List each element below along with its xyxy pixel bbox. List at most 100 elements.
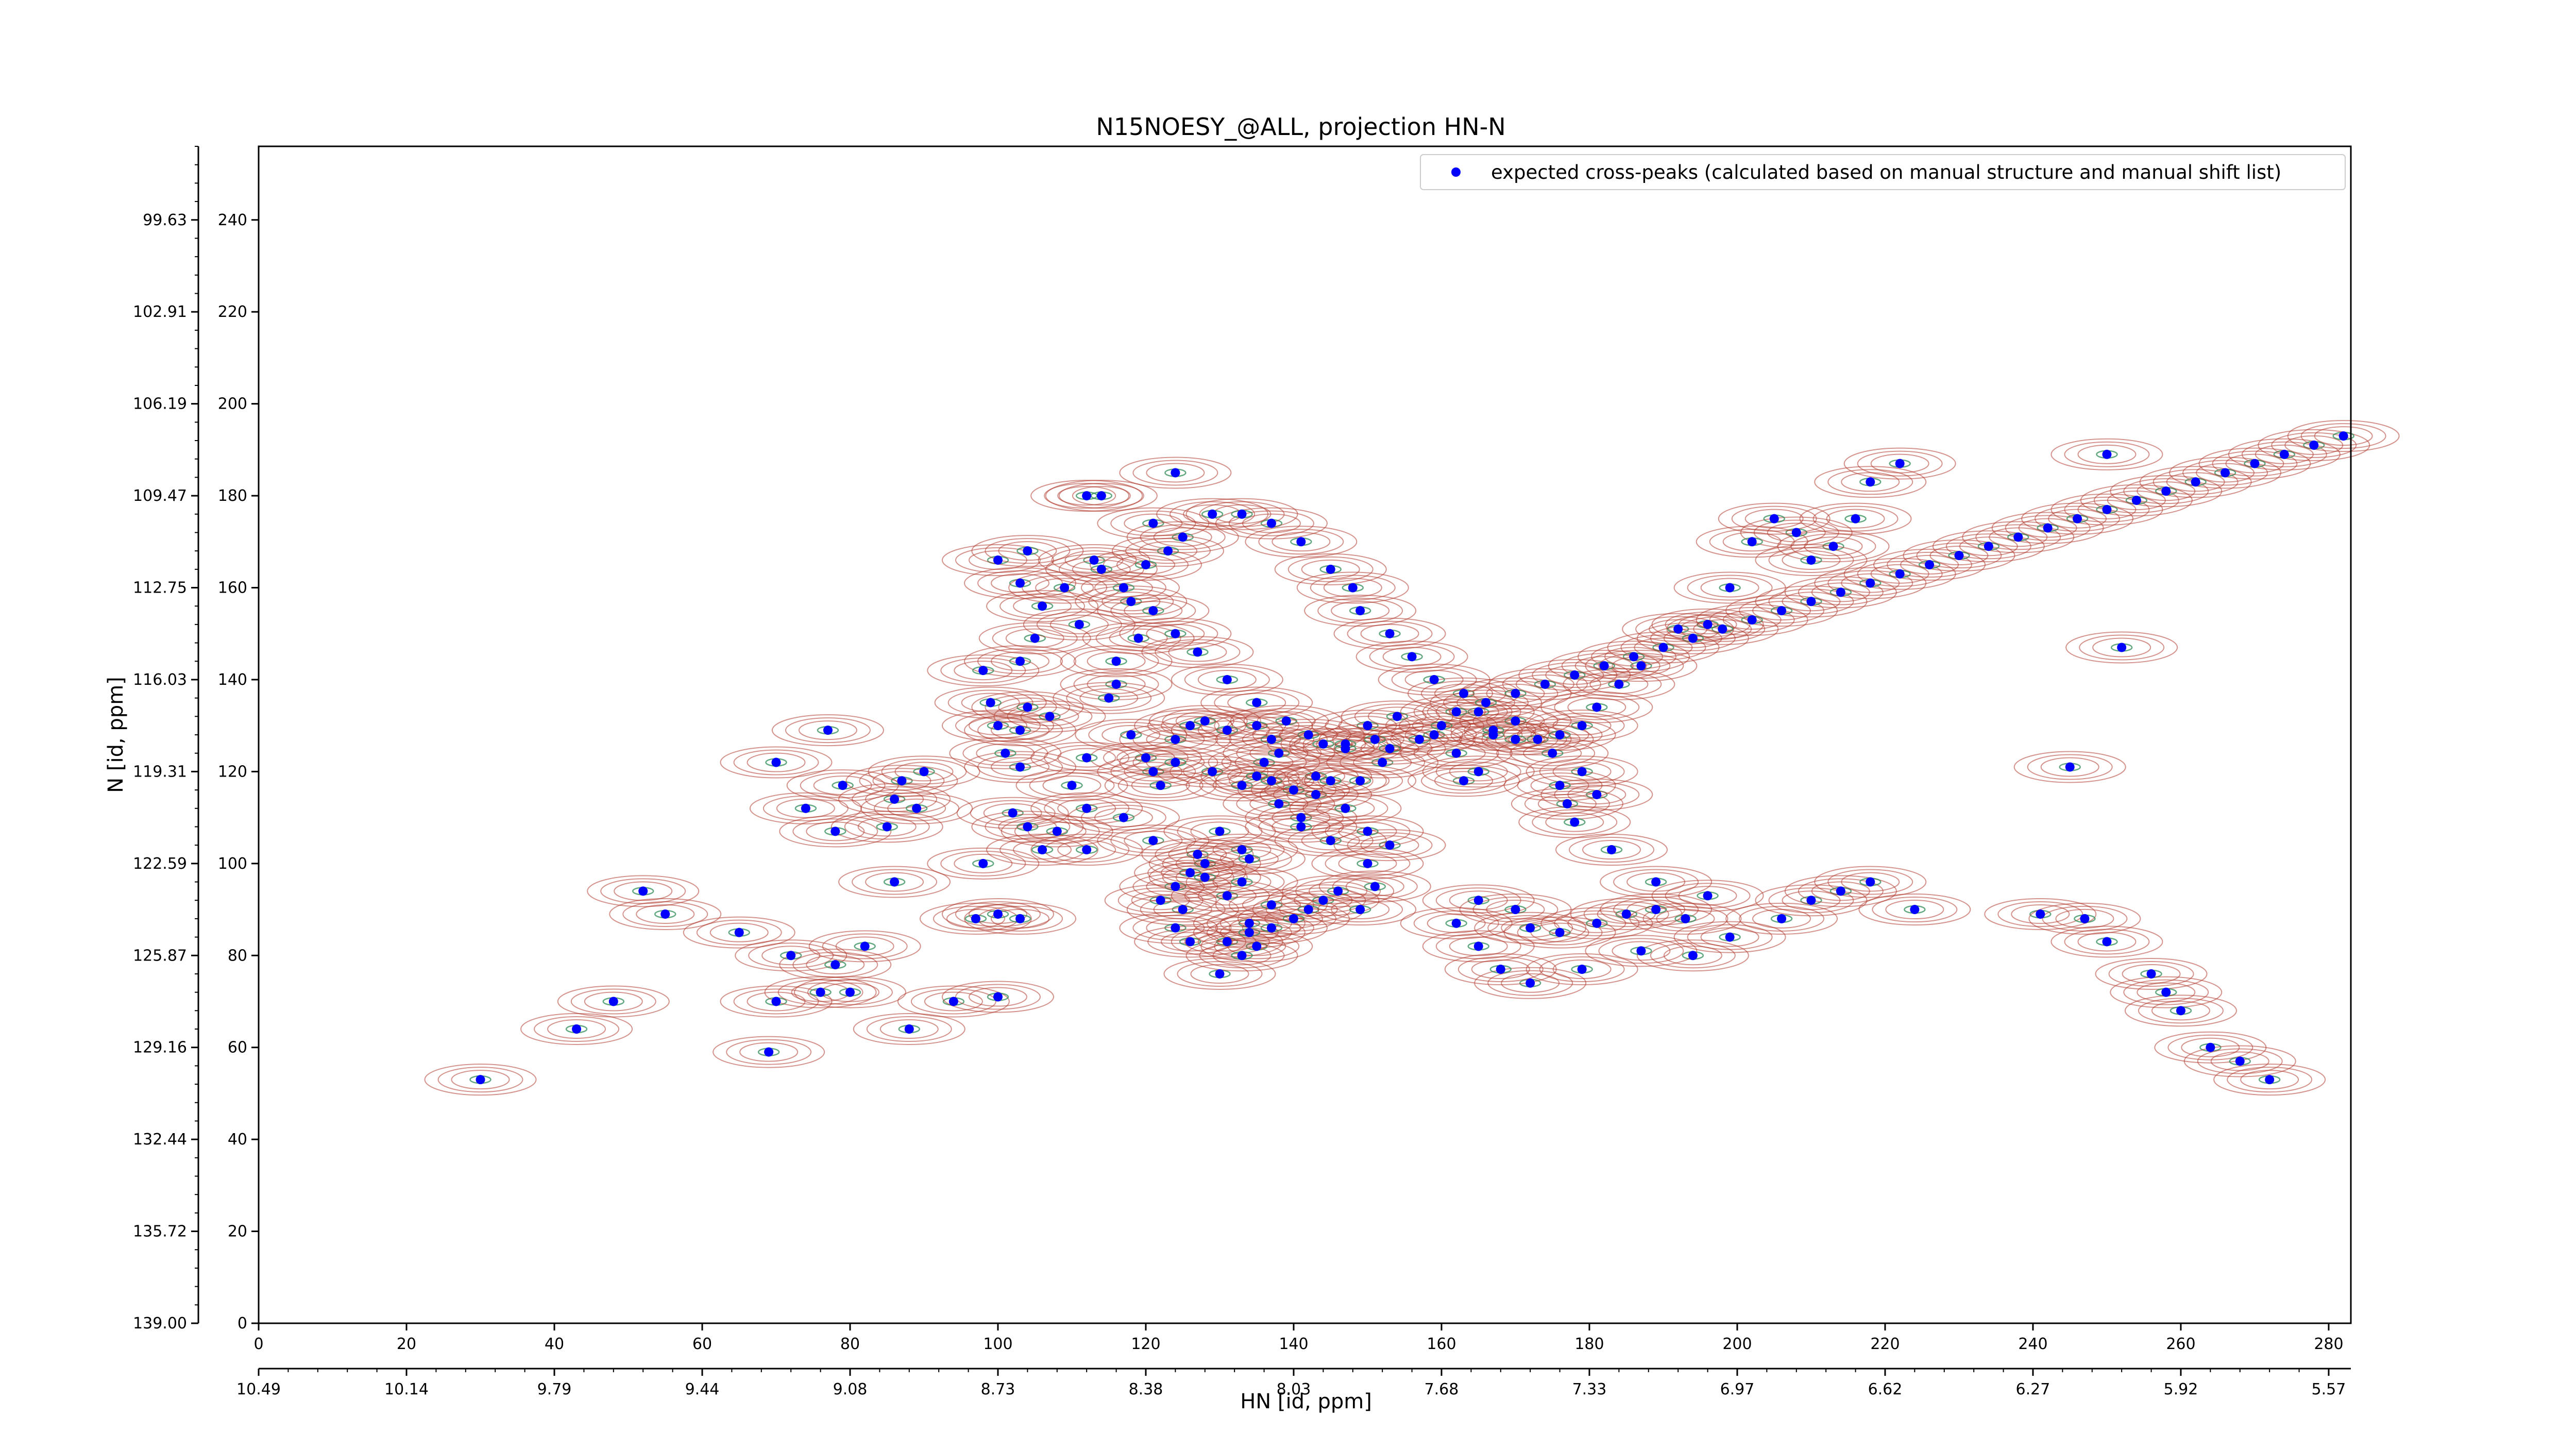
cross-peak-point — [1341, 739, 1350, 749]
y-index-tick-label: 40 — [228, 1131, 247, 1149]
contour-ring — [793, 976, 906, 1008]
contour-ring — [1696, 603, 1808, 636]
contour-ring — [1146, 752, 1205, 772]
contour-ring — [941, 981, 1054, 1013]
cross-peak-point — [1289, 785, 1298, 795]
contour-ring — [1139, 541, 1198, 561]
contour-ring — [985, 814, 1071, 840]
cross-peak-point — [1895, 569, 1905, 579]
contour-ring — [1612, 941, 1671, 961]
contour-ring — [940, 850, 1026, 877]
cross-peak-point — [1592, 789, 1602, 799]
contour-ring — [808, 930, 921, 963]
contour-ring — [964, 902, 1077, 935]
cross-peak-point — [2206, 1042, 2215, 1052]
contour-ring — [2050, 438, 2163, 470]
contour-ring — [852, 786, 938, 812]
contour-ring — [1435, 759, 1521, 785]
y-index-tick-label: 240 — [218, 211, 247, 229]
cross-peak-point — [1156, 896, 1165, 905]
y-index-tick-label: 80 — [228, 947, 247, 965]
contour-ring — [2013, 751, 2126, 783]
cross-peak-point — [860, 941, 870, 951]
contour-ring — [1991, 512, 2104, 544]
cross-peak-point — [1747, 537, 1757, 547]
contour-ring — [557, 985, 670, 1018]
cross-peak-point — [1925, 560, 1935, 569]
contour-ring — [1400, 907, 1513, 939]
contour-ring — [1005, 628, 1064, 648]
contour-ring — [1443, 689, 1529, 716]
contour-ring — [1472, 897, 1558, 923]
cross-peak-point — [978, 666, 988, 676]
contour-ring — [1360, 624, 1419, 644]
contour-ring — [1709, 606, 1795, 633]
cross-peak-point — [1023, 822, 1032, 832]
contour-ring — [1585, 650, 1698, 682]
contour-ring — [977, 717, 1063, 744]
y-index-tick-label: 100 — [218, 855, 247, 873]
contour-ring — [1472, 680, 1558, 706]
x-index-tick-label: 280 — [2314, 1335, 2343, 1353]
contour-ring — [1530, 776, 1589, 796]
legend-marker — [1451, 167, 1461, 177]
cross-peak-point — [1126, 597, 1136, 606]
cross-peak-point — [638, 886, 648, 896]
contour-ring — [1501, 918, 1560, 938]
plot-frame — [258, 145, 2352, 1324]
x-index-axis: 0 20 40 60 80 100 120 140 160 180 200 220 240 260 280 — [253, 1323, 2344, 1353]
cross-peak-point — [1355, 606, 1365, 616]
contour-ring — [1156, 498, 1269, 530]
contour-ring — [1274, 553, 1387, 585]
contour-ring — [1885, 900, 1944, 920]
contour-ring — [956, 797, 1069, 829]
contour-ring — [1798, 579, 1884, 605]
contour-ring — [1333, 829, 1446, 862]
contour-ring — [1036, 611, 1122, 637]
contour-ring — [1503, 719, 1616, 751]
contour-ring — [747, 752, 806, 772]
contour-ring — [1044, 483, 1130, 509]
contour-ring — [1212, 872, 1272, 892]
contour-ring — [1532, 662, 1618, 688]
cross-peak-point — [1599, 661, 1609, 671]
cross-peak-point — [2102, 937, 2112, 947]
contour-ring — [1079, 688, 1139, 708]
contour-ring — [2077, 444, 2137, 464]
contour-ring — [1718, 502, 1831, 535]
cross-peak-point — [1222, 937, 1232, 947]
contour-ring — [1552, 762, 1612, 782]
cross-peak-point — [993, 992, 1003, 1002]
contour-ring — [2153, 469, 2239, 495]
cross-peak-point — [1222, 675, 1232, 684]
x-index-tick-label: 40 — [545, 1335, 564, 1353]
contour-ring — [934, 686, 1047, 719]
contour-ring — [771, 714, 884, 747]
cross-peak-point — [845, 987, 855, 997]
contour-ring — [1501, 973, 1560, 993]
cross-peak-point — [993, 555, 1003, 565]
cross-peak-point — [1378, 757, 1387, 767]
contour-ring — [1545, 812, 1604, 832]
cross-peak-point — [1200, 858, 1210, 868]
contour-ring — [1422, 696, 1535, 728]
cross-peak-point — [1725, 932, 1735, 942]
contour-ring — [1430, 686, 1543, 719]
cross-peak-point — [1171, 629, 1180, 638]
cross-peak-point — [1289, 914, 1298, 923]
cross-peak-point — [1836, 886, 1845, 896]
cross-peak-point — [831, 827, 840, 836]
cross-peak-point — [1001, 748, 1010, 758]
cross-peak-point — [1311, 789, 1321, 799]
contour-ring — [1124, 831, 1183, 851]
x-index-tick-label: 260 — [2166, 1335, 2195, 1353]
cross-peak-point — [1252, 698, 1262, 707]
cross-peak-point — [1363, 721, 1372, 731]
contour-ring — [985, 694, 1071, 720]
contour-ring — [1518, 659, 1631, 692]
cross-peak-point — [1414, 734, 1424, 744]
contour-ring — [992, 625, 1078, 651]
contour-ring — [1975, 524, 2061, 550]
contour-ring — [2093, 487, 2179, 513]
cross-peak-point — [1200, 716, 1210, 726]
